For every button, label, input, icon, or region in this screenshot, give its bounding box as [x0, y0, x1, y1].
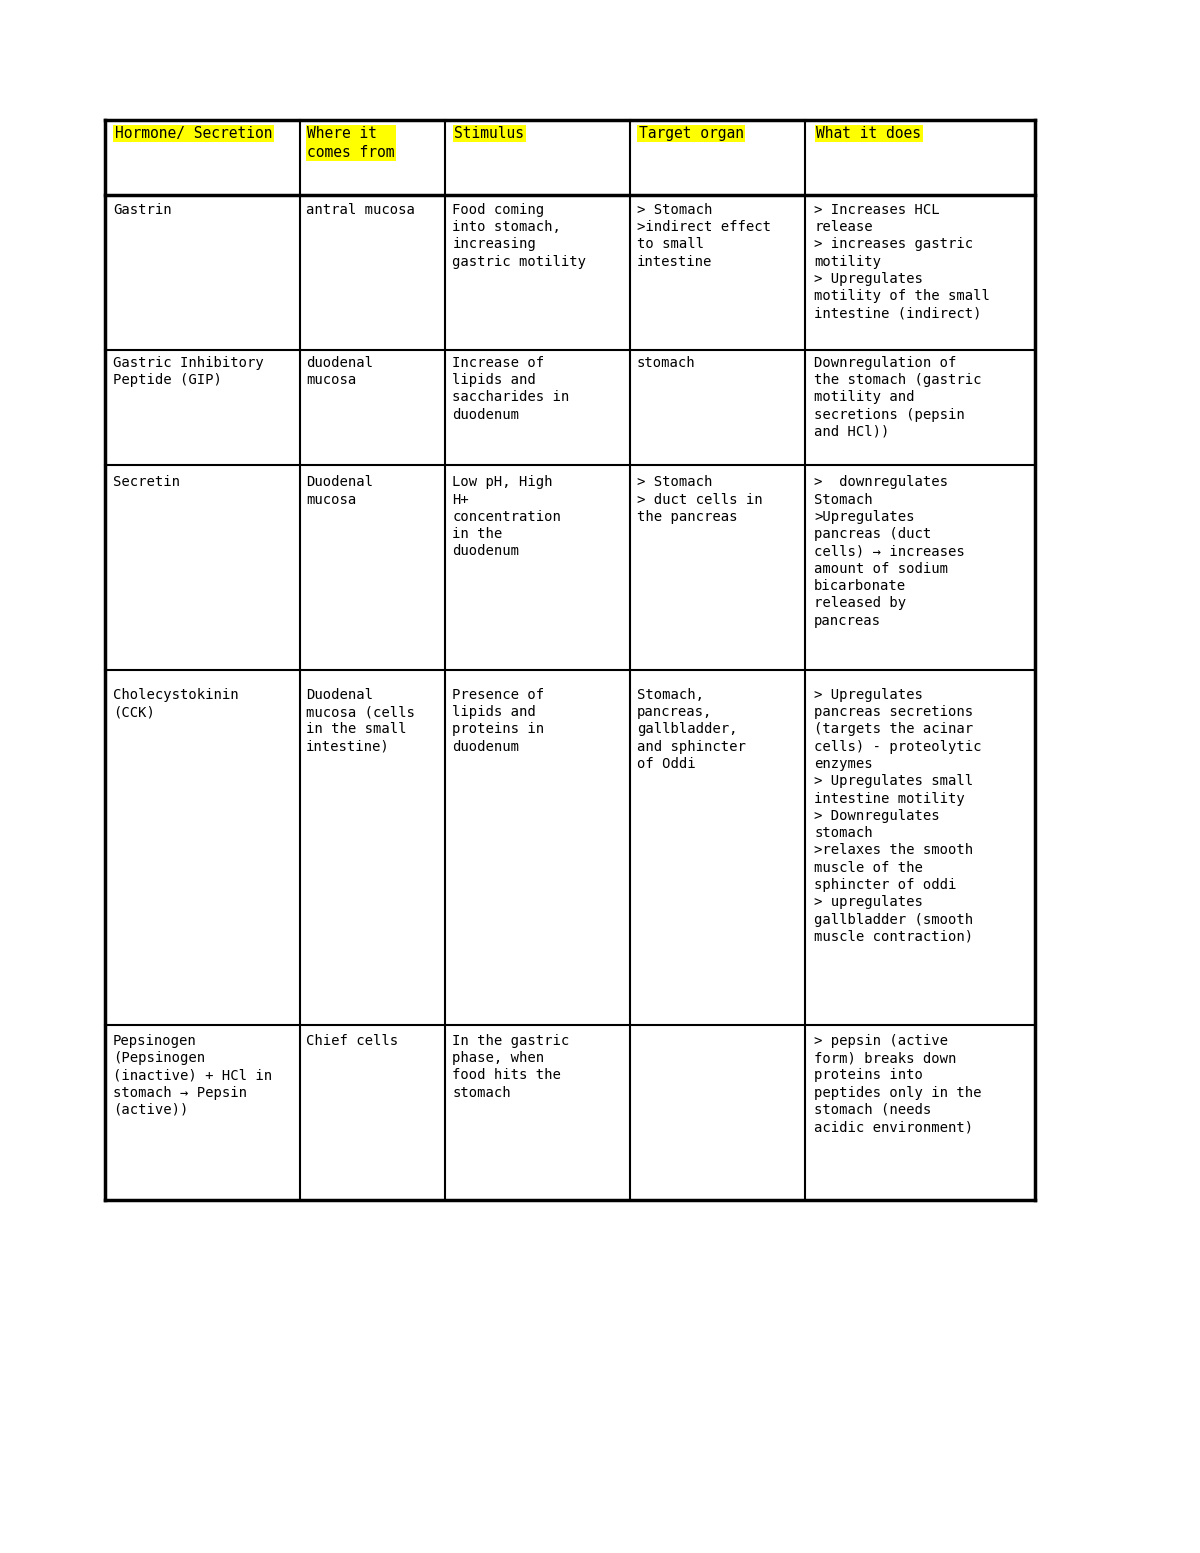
Text: In the gastric
phase, when
food hits the
stomach: In the gastric phase, when food hits the…	[452, 1034, 570, 1100]
Text: Increase of
lipids and
saccharides in
duodenum: Increase of lipids and saccharides in du…	[452, 356, 570, 422]
Text: Duodenal
mucosa: Duodenal mucosa	[306, 475, 373, 506]
Text: antral mucosa: antral mucosa	[306, 203, 415, 217]
Text: > Upregulates
pancreas secretions
(targets the acinar
cells) - proteolytic
enzym: > Upregulates pancreas secretions (targe…	[814, 688, 982, 944]
Text: Downregulation of
the stomach (gastric
motility and
secretions (pepsin
and HCl)): Downregulation of the stomach (gastric m…	[814, 356, 982, 439]
Text: > Stomach
> duct cells in
the pancreas: > Stomach > duct cells in the pancreas	[637, 475, 763, 523]
Text: > Stomach
>indirect effect
to small
intestine: > Stomach >indirect effect to small inte…	[637, 203, 772, 269]
Text: Low pH, High
H+
concentration
in the
duodenum: Low pH, High H+ concentration in the duo…	[452, 475, 562, 559]
Text: Food coming
into stomach,
increasing
gastric motility: Food coming into stomach, increasing gas…	[452, 203, 587, 269]
Text: >  downregulates
Stomach
>Upregulates
pancreas (duct
cells) → increases
amount o: > downregulates Stomach >Upregulates pan…	[814, 475, 965, 627]
Text: Hormone/ Secretion: Hormone/ Secretion	[115, 126, 272, 141]
Text: Secretin: Secretin	[113, 475, 180, 489]
Text: Cholecystokinin
(CCK): Cholecystokinin (CCK)	[113, 688, 239, 719]
Text: Stomach,
pancreas,
gallbladder,
and sphincter
of Oddi: Stomach, pancreas, gallbladder, and sphi…	[637, 688, 746, 770]
Text: Duodenal
mucosa (cells
in the small
intestine): Duodenal mucosa (cells in the small inte…	[306, 688, 415, 753]
Text: Target organ: Target organ	[638, 126, 744, 141]
Text: stomach: stomach	[637, 356, 696, 370]
Text: Gastric Inhibitory
Peptide (GIP): Gastric Inhibitory Peptide (GIP)	[113, 356, 264, 387]
Text: Presence of
lipids and
proteins in
duodenum: Presence of lipids and proteins in duode…	[452, 688, 545, 753]
Text: Pepsinogen
(Pepsinogen
(inactive) + HCl in
stomach → Pepsin
(active)): Pepsinogen (Pepsinogen (inactive) + HCl …	[113, 1034, 272, 1117]
Text: Where it
comes from: Where it comes from	[307, 126, 395, 160]
Text: duodenal
mucosa: duodenal mucosa	[306, 356, 373, 387]
Text: Chief cells: Chief cells	[306, 1034, 398, 1048]
Text: > Increases HCL
release
> increases gastric
motility
> Upregulates
motility of t: > Increases HCL release > increases gast…	[814, 203, 990, 320]
Text: What it does: What it does	[816, 126, 922, 141]
Text: Stimulus: Stimulus	[455, 126, 524, 141]
Text: > pepsin (active
form) breaks down
proteins into
peptides only in the
stomach (n: > pepsin (active form) breaks down prote…	[814, 1034, 982, 1134]
Text: Gastrin: Gastrin	[113, 203, 172, 217]
